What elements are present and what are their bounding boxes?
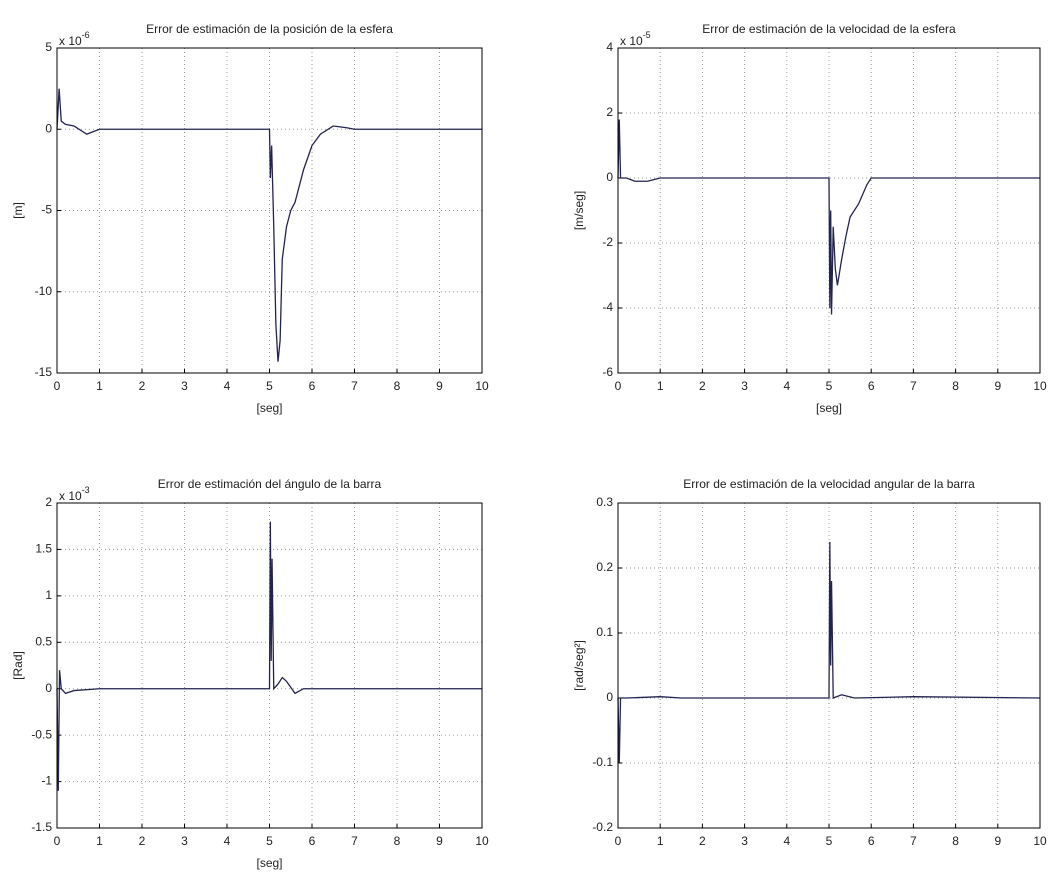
exponent-base: x 10	[620, 34, 643, 48]
x-tick-label: 2	[139, 379, 146, 393]
x-tick-label: 8	[394, 834, 401, 848]
axis-exponent: x 10-3	[59, 485, 90, 503]
y-tick-label: 0.1	[596, 625, 613, 639]
y-axis-label: [Rad]	[11, 651, 25, 680]
y-tick-label: -1.5	[31, 820, 52, 834]
x-tick-label: 7	[910, 834, 917, 848]
x-tick-label: 0	[615, 834, 622, 848]
axes-frame	[617, 502, 1041, 829]
exponent-power: -3	[82, 485, 90, 495]
y-tick-label: -10	[35, 284, 53, 298]
x-tick-label: 3	[741, 834, 748, 848]
x-tick-label: 6	[868, 834, 875, 848]
axes-frame	[617, 47, 1041, 374]
x-tick-label: 9	[994, 834, 1001, 848]
exponent-power: -6	[82, 30, 90, 40]
x-tick-label: 6	[309, 834, 316, 848]
x-tick-label: 8	[952, 834, 959, 848]
x-tick-label: 4	[224, 834, 231, 848]
x-axis-label: [seg]	[816, 401, 842, 415]
x-tick-label: 10	[1033, 834, 1047, 848]
x-tick-label: 2	[139, 834, 146, 848]
x-tick-label: 0	[54, 834, 61, 848]
x-tick-label: 1	[657, 379, 664, 393]
exponent-base: x 10	[59, 489, 82, 503]
x-tick-label: 8	[952, 379, 959, 393]
x-tick-label: 5	[266, 834, 273, 848]
x-tick-label: 5	[826, 834, 833, 848]
x-axis-label: [seg]	[256, 401, 282, 415]
y-tick-label: -4	[602, 300, 613, 314]
axes-frame	[56, 502, 483, 829]
x-tick-label: 0	[615, 379, 622, 393]
y-tick-label: -6	[602, 365, 613, 379]
y-tick-label: 0	[45, 121, 52, 135]
y-tick-label: 1.5	[35, 542, 52, 556]
data-line	[56, 88, 482, 362]
x-tick-label: 3	[741, 379, 748, 393]
y-axis-label: [m]	[11, 202, 25, 219]
y-tick-label: 2	[45, 495, 52, 509]
y-axis-label: [m/seg]	[572, 191, 586, 230]
y-tick-label: -1	[41, 774, 52, 788]
x-tick-label: 3	[181, 379, 188, 393]
y-tick-label: 4	[606, 40, 613, 54]
x-tick-label: 5	[266, 379, 273, 393]
x-tick-label: 10	[475, 834, 489, 848]
y-tick-label: 5	[45, 40, 52, 54]
x-tick-label: 1	[96, 379, 103, 393]
x-axis-label: [seg]	[256, 856, 282, 870]
x-tick-label: 4	[783, 379, 790, 393]
y-tick-label: 0	[45, 681, 52, 695]
chart-title: Error de estimación de la velocidad angu…	[683, 477, 975, 491]
x-tick-label: 4	[783, 834, 790, 848]
y-tick-label: -0.5	[31, 727, 52, 741]
x-tick-label: 7	[351, 834, 358, 848]
x-tick-label: 8	[394, 379, 401, 393]
x-tick-label: 6	[868, 379, 875, 393]
y-tick-label: 0.2	[596, 560, 613, 574]
x-tick-label: 6	[309, 379, 316, 393]
y-tick-label: -0.2	[592, 820, 613, 834]
chart-title: Error de estimación del ángulo de la bar…	[158, 477, 382, 491]
x-tick-label: 7	[351, 379, 358, 393]
x-tick-label: 2	[699, 834, 706, 848]
x-tick-label: 9	[994, 379, 1001, 393]
x-tick-label: 2	[699, 379, 706, 393]
chart-title: Error de estimación de la posición de la…	[146, 22, 393, 36]
x-tick-label: 9	[436, 379, 443, 393]
data-line	[617, 119, 1040, 315]
x-tick-label: 1	[96, 834, 103, 848]
x-tick-label: 9	[436, 834, 443, 848]
y-tick-label: -2	[602, 235, 613, 249]
axis-exponent: x 10-6	[59, 30, 90, 48]
y-tick-label: -5	[41, 203, 52, 217]
axes-frame	[56, 47, 483, 374]
exponent-base: x 10	[59, 34, 82, 48]
y-tick-label: 0	[606, 170, 613, 184]
y-tick-label: 2	[606, 105, 613, 119]
x-tick-label: 10	[1033, 379, 1047, 393]
data-line	[617, 541, 1041, 764]
y-tick-label: -15	[35, 365, 53, 379]
exponent-power: -5	[643, 30, 651, 40]
y-tick-label: 1	[45, 588, 52, 602]
x-tick-label: 5	[826, 379, 833, 393]
axis-exponent: x 10-5	[620, 30, 651, 48]
x-tick-label: 3	[181, 834, 188, 848]
y-axis-label: [rad/seg²]	[572, 640, 586, 691]
x-tick-label: 1	[657, 834, 664, 848]
x-tick-label: 10	[475, 379, 489, 393]
data-line	[56, 521, 482, 791]
y-tick-label: 0.3	[596, 495, 613, 509]
y-tick-label: 0.5	[35, 634, 52, 648]
y-tick-label: -0.1	[592, 755, 613, 769]
x-tick-label: 7	[910, 379, 917, 393]
x-tick-label: 4	[224, 379, 231, 393]
x-tick-label: 0	[54, 379, 61, 393]
chart-title: Error de estimación de la velocidad de l…	[702, 22, 956, 36]
y-tick-label: 0	[606, 690, 613, 704]
